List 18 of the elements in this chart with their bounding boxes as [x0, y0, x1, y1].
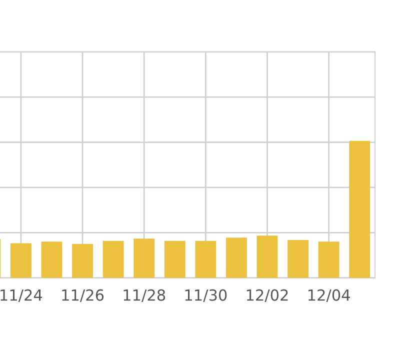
x-tick-label: 11/24 — [0, 289, 42, 302]
bar — [226, 238, 247, 278]
bar — [349, 140, 370, 278]
x-tick-label: 11/26 — [62, 289, 104, 302]
bar — [256, 236, 278, 278]
bar — [41, 242, 62, 278]
x-tick-label: 12/04 — [308, 289, 350, 302]
bar — [102, 240, 124, 278]
bar — [134, 238, 155, 278]
bar — [195, 240, 216, 278]
x-tick-label: 11/28 — [124, 289, 166, 302]
bar — [318, 242, 340, 278]
bar — [72, 244, 93, 278]
bar — [10, 243, 32, 278]
x-tick-label: 11/30 — [185, 289, 227, 302]
x-tick-label: 12/02 — [246, 289, 288, 302]
bar — [164, 240, 186, 278]
bar — [288, 240, 308, 278]
